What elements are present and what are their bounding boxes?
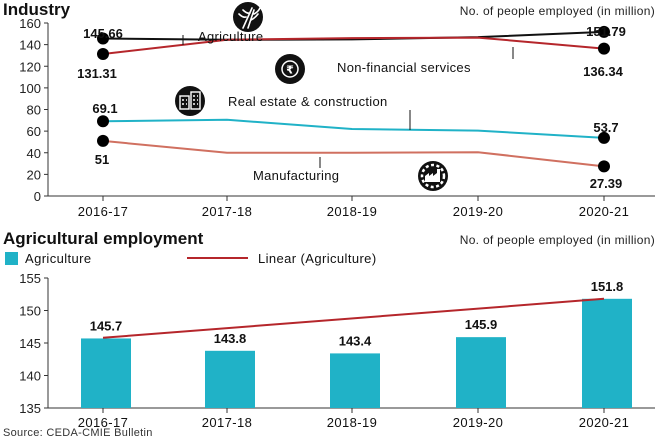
factory-shape [425,169,440,182]
x-tick-label: 2020-21 [579,415,630,430]
y-tick-label: 150 [19,304,41,319]
series-line-1 [102,36,605,55]
y-tick-label: 60 [27,124,41,139]
icon-disc [275,54,305,84]
industry-labels: 145.66 151.79 131.31 136.34 69.1 53.7 51 27.39 A… [77,24,626,191]
x-tick-label: 2016-17 [78,204,129,219]
legend-label-trend: Linear (Agriculture) [258,251,377,266]
bar [330,353,380,408]
y-tick-label: 155 [19,271,41,286]
x-tick-label: 2019-20 [453,204,504,219]
y-tick-label: 20 [27,167,41,182]
factory-gear-icon [418,161,448,191]
legend-swatch-bar [5,252,18,265]
series-line-0 [102,30,605,41]
agri-legend: Agriculture Linear (Agriculture) [5,251,377,266]
bar-value-label: 143.8 [214,331,247,346]
data-point [598,25,610,38]
coin-symbol: ₹ [286,65,294,77]
bar-value-label: 151.8 [591,279,624,294]
data-point [97,32,109,45]
data-point [97,48,109,61]
data-label: 151.79 [586,24,626,39]
agri-trendline [102,297,605,339]
data-label: 145.66 [83,26,123,41]
series-line-2 [102,118,605,139]
agri-subtitle: No. of people employed (in million) [460,233,655,247]
wheat-icon [233,2,263,32]
bar-value-label: 145.9 [465,317,498,332]
industry-subtitle: No. of people employed (in million) [460,4,655,18]
wheat-stalks [238,7,261,29]
industry-axes: 0 20 40 60 80 100 120 140 160 2016-17 2017-18 2018-… [19,16,655,219]
industry-icons: ₹ [175,2,448,191]
x-tick-label: 2018-19 [327,415,378,430]
data-label: 51 [95,152,109,167]
data-label: 53.7 [593,120,618,135]
agri-bars [81,298,632,408]
data-point [598,42,610,55]
x-tick-label: 2018-19 [327,204,378,219]
x-tick-label: 2017-18 [202,204,253,219]
series-name-label: Manufacturing [253,168,339,183]
series-name-label: Agriculture [198,29,263,44]
coin-ring [281,60,299,78]
series-name-label: Non-financial services [337,60,471,75]
trend-line [102,297,605,339]
source-note: Source: CEDA-CMIE Bulletin [3,427,153,439]
x-tick-label: 2016-17 [78,415,129,430]
gear-teeth [420,163,446,189]
y-tick-label: 100 [19,81,41,96]
agri-bar-labels: 145.7 143.8 143.4 145.9 151.8 [90,279,624,349]
buildings-icon [175,86,205,116]
series-name-label: Real estate & construction [228,94,388,109]
industry-title: Industry [3,0,71,19]
y-tick-label: 140 [19,369,41,384]
y-tick-label: 135 [19,401,41,416]
x-tick-label: 2017-18 [202,415,253,430]
building-left [179,95,190,110]
y-tick-label: 40 [27,146,41,161]
data-label: 69.1 [92,101,117,116]
bar-value-label: 143.4 [339,333,372,348]
y-tick-label: 145 [19,336,41,351]
series-line-3 [102,139,605,168]
bar-value-label: 145.7 [90,318,123,333]
coin-icon: ₹ [275,54,305,84]
data-point [598,131,610,144]
legend-label-bar: Agriculture [25,251,92,266]
data-point [97,115,109,128]
bar [582,298,632,408]
bar [456,337,506,408]
industry-points [97,25,610,173]
building-windows [182,95,198,105]
y-tick-label: 160 [19,16,41,31]
data-label: 136.34 [583,64,624,79]
y-tick-label: 140 [19,38,41,53]
building-right [190,91,201,110]
data-point [97,134,109,147]
data-label: 27.39 [590,176,623,191]
industry-chart: Industry No. of people employed (in mill… [3,0,655,219]
y-tick-label: 0 [34,189,41,204]
bar [81,338,131,408]
industry-lines [102,30,605,168]
x-tick-label: 2020-21 [579,204,630,219]
x-tick-label: 2019-20 [453,415,504,430]
y-tick-label: 80 [27,103,41,118]
agri-chart: Agricultural employment No. of people em… [3,229,655,430]
agri-title: Agricultural employment [3,229,204,248]
data-point [598,160,610,173]
bar [205,350,255,408]
data-label: 131.31 [77,66,117,81]
y-tick-label: 120 [19,59,41,74]
